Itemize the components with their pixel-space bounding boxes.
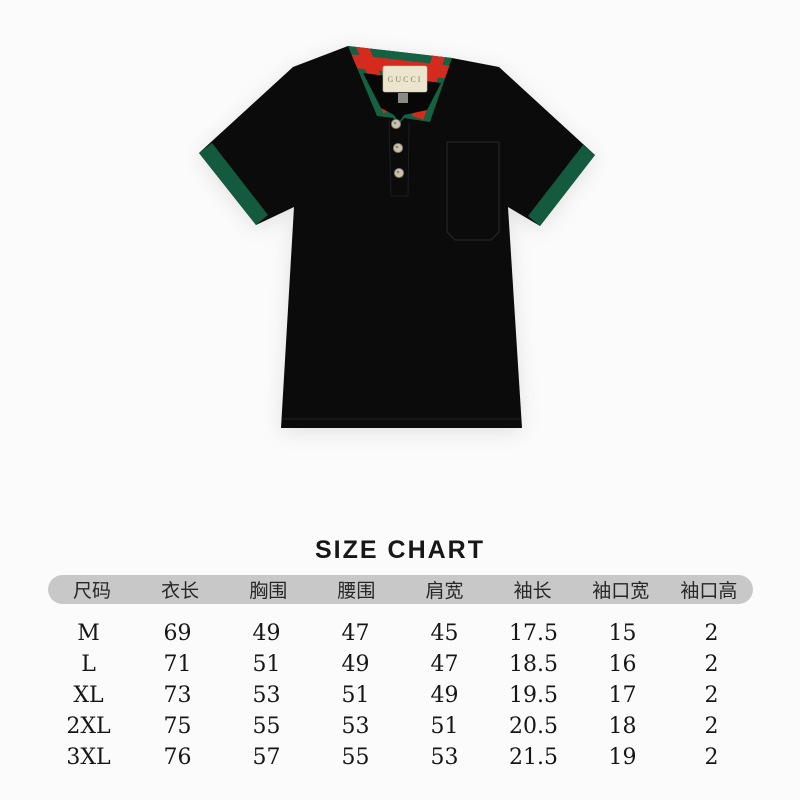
size-cell: 17.5 [509,621,558,646]
header-cell-sleeve: 袖长 [513,581,552,602]
size-cell: 2 [704,621,719,646]
button-hole [393,121,397,125]
placket-line-left [388,120,392,197]
size-cell: 18.5 [509,652,558,677]
size-cell: 53 [252,683,281,708]
size-cell: 2 [704,745,719,770]
chest-pocket [446,141,500,241]
button-hole [396,170,400,174]
header-cell-waist: 腰围 [337,581,376,602]
size-cell: 76 [163,745,192,770]
size-cell: 71 [163,652,192,677]
placket-line-right [407,122,410,197]
size-cell: 18 [608,714,637,739]
size-cell: 20.5 [509,714,558,739]
size-chart-rows: M 69 49 47 45 17.5 15 2 L 71 51 49 47 18… [44,618,756,773]
brand-label-text: GUCCI [388,75,423,84]
size-cell: 19 [608,745,637,770]
size-cell: 2XL [66,714,111,739]
button-icon [393,167,405,179]
polo-shirt: GUCCI [199,46,595,428]
header-cell-shoulder: 肩宽 [425,581,464,602]
size-cell: 49 [341,652,370,677]
button-icon [392,142,404,154]
size-cell: 55 [341,745,370,770]
header-cell-chest: 胸围 [249,581,288,602]
collar: GUCCI [348,46,452,124]
size-cell: 51 [430,714,459,739]
size-cell: 73 [163,683,192,708]
size-cell: 51 [341,683,370,708]
size-cell: 45 [430,621,459,646]
header-cell-size: 尺码 [73,581,112,602]
button-icon [390,118,402,130]
size-row-2xl: 2XL 75 55 53 51 20.5 18 2 [44,711,756,742]
size-cell: 75 [163,714,192,739]
size-cell: 57 [252,745,281,770]
size-chart-header: 尺码 衣长 胸围 腰围 肩宽 袖长 袖口宽 袖口高 [48,575,753,604]
size-cell: 2 [704,652,719,677]
right-cuff-trim [528,145,595,226]
size-row-xl: XL 73 53 51 49 19.5 17 2 [44,680,756,711]
size-cell: 3XL [66,745,111,770]
size-cell: 49 [430,683,459,708]
size-cell: 55 [252,714,281,739]
product-photo: GUCCI [199,46,595,428]
size-row-l: L 71 51 49 47 18.5 16 2 [44,649,756,680]
size-cell: 49 [252,621,281,646]
size-cell: XL [73,683,104,708]
placket-buttons [390,118,405,179]
size-row-m: M 69 49 47 45 17.5 15 2 [44,618,756,649]
size-chart-title: SIZE CHART [315,536,485,564]
size-cell: 2 [704,714,719,739]
size-cell: 47 [430,652,459,677]
header-cell-cuff-width: 袖口宽 [592,581,650,602]
size-cell: L [81,652,96,677]
size-tag [398,93,408,103]
size-cell: 69 [163,621,192,646]
size-cell: 53 [430,745,459,770]
size-row-3xl: 3XL 76 57 55 53 21.5 19 2 [44,742,756,773]
size-cell: 51 [252,652,281,677]
size-cell: 19.5 [509,683,558,708]
size-cell: 17 [608,683,637,708]
size-cell: 15 [608,621,637,646]
size-cell: M [77,621,100,646]
header-cell-cuff-height: 袖口高 [680,581,738,602]
left-cuff-trim [199,143,268,225]
header-cell-length: 衣长 [161,581,200,602]
brand-label [382,65,428,93]
size-cell: 16 [608,652,637,677]
size-cell: 2 [704,683,719,708]
size-cell: 21.5 [509,745,558,770]
button-hole [395,145,399,149]
size-cell: 53 [341,714,370,739]
size-cell: 47 [341,621,370,646]
